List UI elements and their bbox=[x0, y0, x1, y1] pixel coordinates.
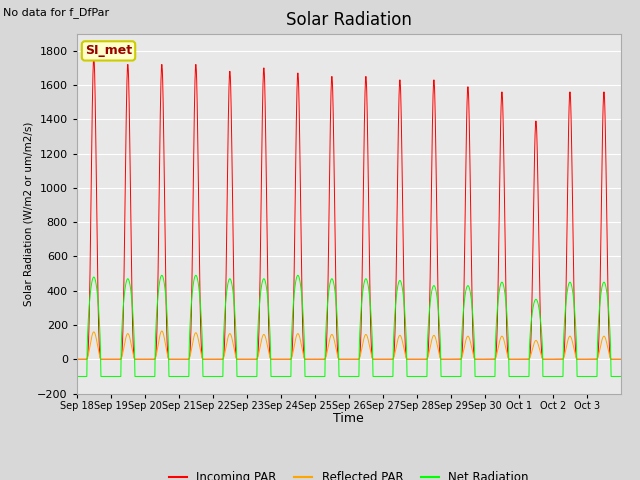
Net Radiation bbox=[158, 273, 166, 278]
Incoming PAR bbox=[501, 245, 509, 251]
Line: Net Radiation: Net Radiation bbox=[77, 276, 621, 376]
Text: No data for f_DfPar: No data for f_DfPar bbox=[3, 7, 109, 18]
Reflected PAR bbox=[467, 339, 474, 345]
Net Radiation bbox=[73, 373, 81, 379]
Reflected PAR bbox=[184, 357, 192, 362]
Text: SI_met: SI_met bbox=[85, 44, 132, 58]
Net Radiation bbox=[419, 373, 426, 379]
Title: Solar Radiation: Solar Radiation bbox=[286, 11, 412, 29]
X-axis label: Time: Time bbox=[333, 412, 364, 425]
Y-axis label: Solar Radiation (W/m2 or um/m2/s): Solar Radiation (W/m2 or um/m2/s) bbox=[23, 121, 33, 306]
Incoming PAR bbox=[617, 357, 625, 362]
Line: Reflected PAR: Reflected PAR bbox=[77, 331, 621, 360]
Net Radiation bbox=[467, 290, 474, 296]
Legend: Incoming PAR, Reflected PAR, Net Radiation: Incoming PAR, Reflected PAR, Net Radiati… bbox=[164, 466, 533, 480]
Net Radiation bbox=[534, 300, 541, 306]
Reflected PAR bbox=[419, 357, 426, 362]
Reflected PAR bbox=[158, 328, 166, 334]
Net Radiation bbox=[611, 373, 619, 379]
Incoming PAR bbox=[184, 357, 192, 362]
Reflected PAR bbox=[617, 357, 625, 362]
Incoming PAR bbox=[611, 357, 619, 362]
Reflected PAR bbox=[501, 342, 509, 348]
Net Radiation bbox=[184, 373, 192, 379]
Reflected PAR bbox=[611, 357, 619, 362]
Incoming PAR bbox=[467, 196, 474, 202]
Incoming PAR bbox=[534, 176, 541, 181]
Reflected PAR bbox=[73, 357, 81, 362]
Incoming PAR bbox=[73, 357, 81, 362]
Net Radiation bbox=[617, 373, 625, 379]
Line: Incoming PAR: Incoming PAR bbox=[77, 58, 621, 360]
Reflected PAR bbox=[534, 340, 541, 346]
Incoming PAR bbox=[90, 55, 98, 60]
Incoming PAR bbox=[419, 357, 426, 362]
Net Radiation bbox=[501, 292, 509, 298]
